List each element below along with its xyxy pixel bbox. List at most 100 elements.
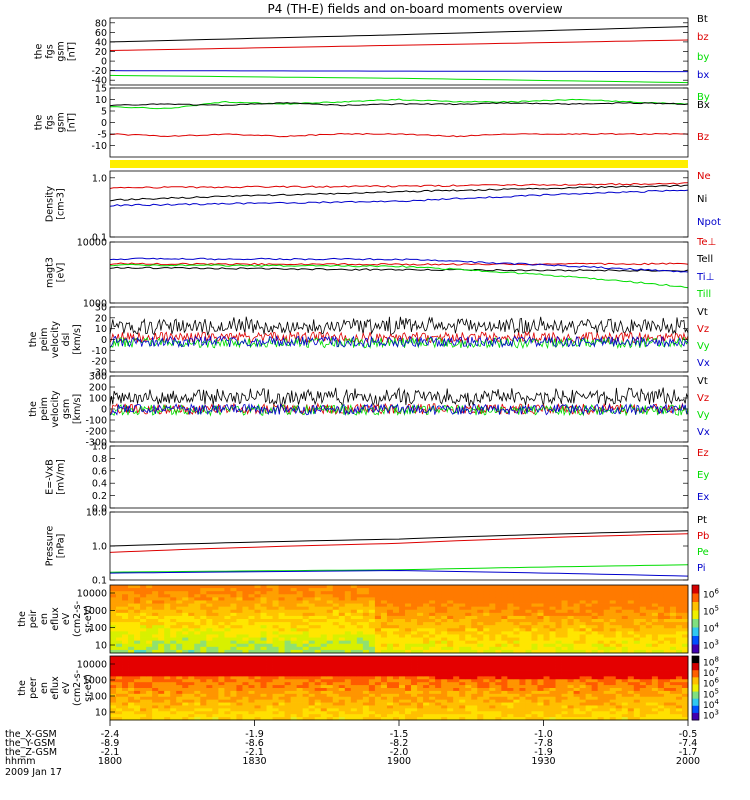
spectrogram-cell (260, 625, 267, 629)
spectrogram-cell (308, 637, 316, 642)
spectrogram-cell (212, 696, 219, 701)
y-axis-label: (cm2-s- (72, 601, 83, 637)
spectrogram-cell (543, 699, 550, 703)
spectrogram-cell (296, 591, 304, 595)
spectrogram-cell (170, 585, 177, 589)
spectrogram-cell (471, 609, 478, 614)
spectrogram-cell (314, 693, 322, 698)
spectrogram-cell (435, 690, 442, 695)
spectrogram-cell (609, 609, 617, 614)
spectrogram-cell (146, 705, 153, 709)
spectrogram-cell (651, 634, 659, 638)
spectrogram-cell (158, 594, 165, 598)
spectrogram-cell (615, 664, 623, 669)
spectrogram-cell (212, 688, 219, 692)
spectrogram-cell (128, 714, 135, 718)
legend-label: Npot (697, 217, 721, 228)
spectrogram-cell (242, 717, 249, 721)
spectrogram-cell (537, 711, 544, 715)
spectrogram-cell (543, 640, 550, 645)
spectrogram-cell (681, 625, 689, 629)
spectrogram-cell (411, 688, 418, 692)
spectrogram-cell (320, 640, 328, 645)
spectrogram-cell (266, 594, 273, 598)
spectrogram-cell (362, 673, 370, 677)
spectrogram-cell (212, 690, 219, 695)
spectrogram-cell (555, 717, 562, 721)
spectrogram-cell (615, 705, 623, 709)
spectrogram-cell (663, 600, 671, 604)
spectrogram-cell (657, 696, 665, 701)
spectrogram-cell (447, 711, 454, 715)
spectrogram-cell (573, 661, 581, 666)
spectrogram-cell (627, 603, 635, 608)
spectrogram-cell (639, 688, 647, 692)
spectrogram-cell (176, 717, 183, 721)
spectrogram-cell (549, 696, 556, 701)
spectrogram-cell (579, 628, 587, 632)
spectrogram-cell (236, 640, 243, 645)
spectrogram-cell (308, 699, 316, 703)
spectrogram-cell (200, 708, 207, 712)
spectrogram-cell (218, 612, 225, 617)
spectrogram-cell (513, 667, 520, 671)
spectrogram-cell (669, 588, 677, 592)
spectrogram-cell (657, 597, 665, 601)
spectrogram-cell (146, 597, 153, 601)
spectrogram-cell (603, 658, 611, 663)
spectrogram-cell (230, 702, 237, 706)
spectrogram-cell (609, 640, 617, 645)
spectrogram-cell (254, 708, 261, 712)
spectrogram-cell (326, 708, 334, 712)
spectrogram-cell (188, 676, 195, 680)
spectrogram-cell (254, 600, 261, 604)
spectrogram-cell (314, 664, 322, 669)
spectrogram-cell (621, 594, 629, 598)
spectrogram-cell (555, 714, 562, 718)
spectrogram-cell (597, 661, 605, 666)
spectrogram-cell (296, 676, 304, 680)
spectrogram-cell (579, 693, 587, 698)
spectrogram-cell (591, 714, 599, 718)
spectrogram-cell (429, 688, 436, 692)
spectrogram-cell (459, 615, 466, 620)
spectrogram-cell (146, 600, 153, 604)
spectrogram-cell (543, 705, 550, 709)
spectrogram-cell (561, 682, 568, 686)
spectrogram-cell (615, 637, 623, 642)
spectrogram-cell (681, 658, 689, 663)
spectrogram-cell (230, 664, 237, 669)
spectrogram-cell (110, 664, 117, 669)
colorbar-swatch (692, 684, 699, 693)
spectrogram-cell (567, 693, 574, 698)
spectrogram-cell (254, 603, 261, 608)
spectrogram-cell (663, 637, 671, 642)
y-tick-label: 1.0 (92, 173, 107, 184)
spectrogram-cell (669, 682, 677, 686)
colorbar-swatch (692, 705, 699, 714)
spectrogram-cell (579, 609, 587, 614)
spectrogram-cell (278, 702, 285, 706)
spectrogram-cell (477, 646, 484, 651)
spectrogram-cell (471, 615, 478, 620)
spectrogram-cell (585, 643, 593, 648)
spectrogram-cell (110, 606, 117, 611)
spectrogram-cell (308, 658, 316, 663)
spectrogram-cell (284, 685, 292, 689)
spectrogram-cell (350, 649, 358, 654)
spectrogram-cell (182, 637, 189, 642)
spectrogram-cell (158, 685, 165, 689)
spectrogram-cell (164, 673, 171, 677)
spectrogram-cell (507, 649, 514, 654)
x-axis-value: 1800 (98, 756, 122, 767)
spectrogram-cell (615, 591, 623, 595)
spectrogram-cell (374, 597, 382, 601)
legend-label: Ni (697, 194, 707, 205)
spectrogram-cell (459, 690, 466, 695)
spectrogram-cell (278, 634, 285, 638)
spectrogram-cell (543, 625, 550, 629)
spectrogram-cell (218, 708, 225, 712)
spectrogram-cell (423, 699, 430, 703)
